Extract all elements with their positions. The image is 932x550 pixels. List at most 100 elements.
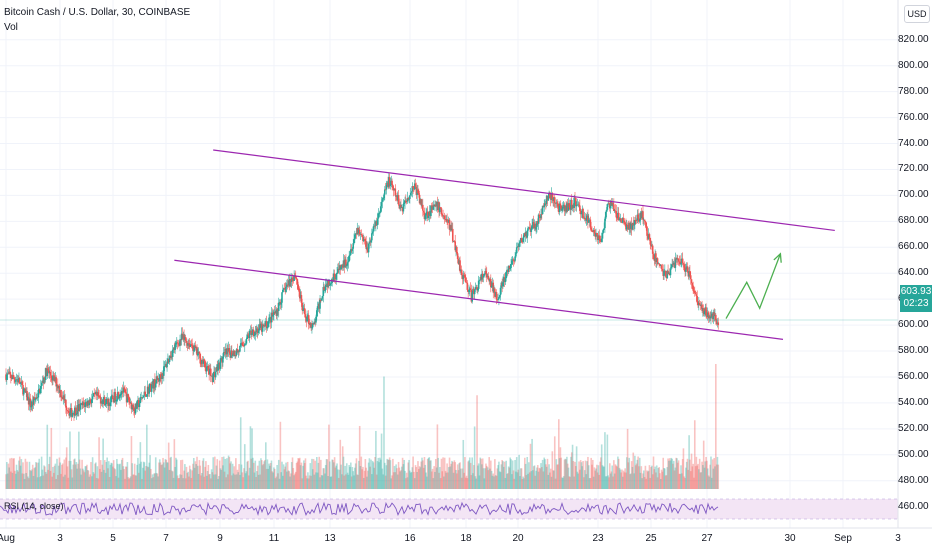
volume-bar: [391, 475, 393, 489]
volume-bar: [368, 458, 371, 489]
volume-bar: [422, 460, 424, 489]
volume-bar: [689, 471, 692, 489]
candle-body: [150, 384, 153, 392]
volume-bar: [537, 471, 540, 489]
volume-bar: [538, 467, 541, 489]
volume-bar: [158, 459, 161, 489]
volume-bar: [441, 471, 444, 489]
volume-bar: [320, 459, 322, 489]
volume-bar: [123, 469, 125, 489]
volume-bar: [259, 474, 261, 489]
volume-bar: [196, 456, 198, 489]
candle-body: [316, 306, 319, 311]
candle-body: [557, 203, 559, 209]
candle-body: [5, 374, 7, 380]
price-tick-label: 460.00: [898, 500, 929, 512]
volume-bar: [116, 458, 118, 489]
candle-body: [399, 204, 401, 209]
volume-bar: [701, 461, 703, 489]
candle-body: [53, 375, 56, 382]
volume-bar: [681, 473, 683, 489]
candle-body: [55, 377, 57, 387]
volume-bar: [18, 456, 21, 489]
candle-body: [273, 312, 276, 314]
volume-bar: [431, 468, 434, 489]
candle-body: [77, 405, 79, 411]
volume-bar: [324, 465, 327, 489]
currency-selector[interactable]: USD: [904, 5, 930, 23]
candle-body: [234, 355, 236, 357]
candle-body: [135, 403, 138, 409]
candle-body: [437, 201, 440, 211]
candle-body: [288, 280, 291, 287]
volume-bar: [469, 462, 472, 489]
volume-bar: [349, 466, 351, 489]
volume-bar: [680, 465, 682, 489]
candle-body: [66, 410, 69, 412]
volume-bar: [434, 458, 437, 489]
candle-body: [582, 208, 584, 218]
volume-bar: [471, 457, 473, 489]
last-price-badge: 603.93 02:23: [900, 285, 932, 312]
time-tick-label: 30: [784, 533, 796, 544]
volume-bar: [72, 464, 74, 489]
volume-bar: [226, 458, 228, 489]
volume-bar: [579, 460, 582, 489]
volume-bar: [507, 466, 510, 489]
candle-body: [338, 265, 341, 271]
volume-bar: [68, 460, 70, 489]
candle-body: [111, 395, 113, 397]
candle-body: [627, 226, 630, 230]
volume-bar: [222, 465, 224, 489]
volume-bar: [532, 466, 535, 489]
candle-body: [231, 350, 233, 356]
candle-body: [494, 288, 496, 297]
volume-bar: [335, 465, 338, 489]
candle-body: [123, 387, 125, 390]
candle-body: [306, 316, 308, 322]
candle-body: [86, 402, 88, 406]
candle-body: [342, 260, 345, 268]
volume-bar: [658, 467, 660, 489]
candle-body: [336, 272, 338, 275]
candle-body: [272, 314, 274, 317]
candle-body: [102, 399, 104, 405]
candle-body: [505, 271, 507, 279]
volume-bar: [669, 460, 672, 489]
volume-bar: [524, 457, 526, 489]
volume-bar: [553, 470, 555, 489]
candle-body: [636, 214, 639, 221]
volume-bar: [90, 462, 92, 489]
candle-body: [354, 233, 357, 235]
volume-bar: [626, 428, 629, 489]
volume-bar: [61, 463, 64, 489]
candle-body: [488, 279, 490, 282]
volume-bar: [638, 457, 641, 489]
volume-bar: [463, 472, 465, 489]
candle-body: [159, 374, 162, 378]
volume-bar: [200, 475, 202, 489]
candle-body: [373, 225, 376, 227]
volume-bar: [133, 474, 135, 489]
candle-body: [451, 228, 454, 242]
volume-bar: [606, 434, 609, 489]
candle-body: [385, 184, 388, 190]
candle-body: [314, 321, 316, 323]
candle-body: [485, 273, 488, 278]
candle-body: [144, 391, 147, 395]
volume-bar: [415, 467, 418, 489]
volume-bar: [91, 457, 94, 489]
candle-body: [446, 219, 448, 222]
candle-body: [229, 353, 231, 358]
candle-body: [30, 406, 32, 408]
candle-body: [500, 282, 503, 288]
candle-body: [222, 352, 225, 357]
candle-body: [242, 345, 244, 347]
volume-bar: [243, 468, 245, 489]
candle-body: [168, 355, 171, 363]
volume-bar: [540, 463, 542, 489]
candle-body: [530, 228, 533, 232]
candle-body: [621, 221, 623, 223]
candle-body: [708, 315, 711, 319]
